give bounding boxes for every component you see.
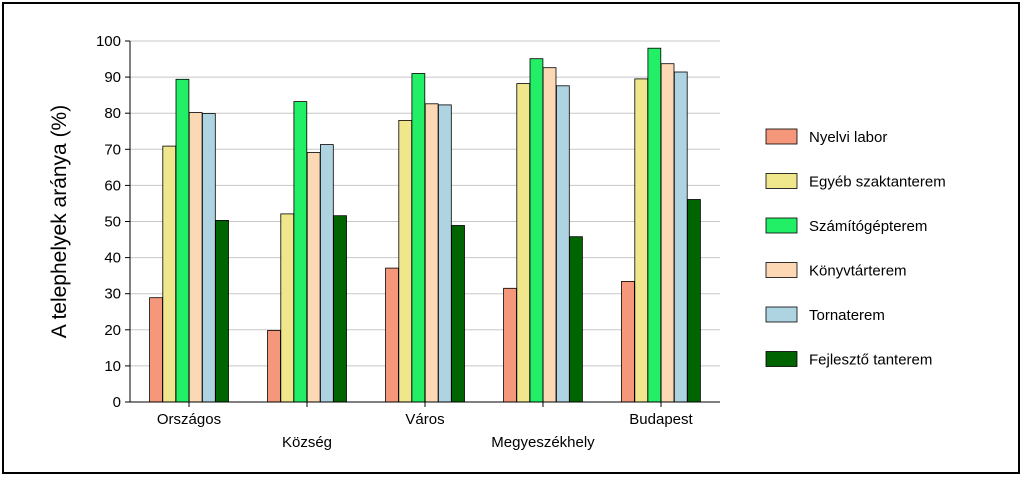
bar bbox=[267, 330, 281, 403]
bar bbox=[451, 225, 465, 403]
y-tick-label: 20 bbox=[104, 322, 121, 339]
bar bbox=[516, 83, 531, 403]
bar bbox=[529, 58, 544, 403]
bar bbox=[647, 47, 662, 403]
y-tick-label: 70 bbox=[104, 141, 121, 158]
bar-chart: 0 10 20 30 40 50 60 70 80 90 100 Országos Község Váro… bbox=[48, 33, 946, 451]
legend-swatch bbox=[765, 351, 798, 367]
legend-label: Könyvtárterem bbox=[809, 263, 907, 280]
legend-label: Tornaterem bbox=[809, 307, 885, 324]
bar-layer bbox=[149, 47, 701, 403]
bar bbox=[398, 120, 413, 403]
bar bbox=[188, 112, 203, 403]
legend-label: Fejlesztő tanterem bbox=[809, 352, 932, 369]
y-tick-label: 90 bbox=[104, 69, 121, 86]
bar bbox=[175, 78, 190, 403]
y-tick-label: 80 bbox=[104, 105, 121, 122]
bar bbox=[411, 73, 426, 403]
bar bbox=[556, 85, 570, 403]
legend: Nyelvi labor Egyéb szaktanterem Számítógép… bbox=[765, 128, 946, 369]
bar bbox=[660, 63, 675, 403]
x-tick-label: Országos bbox=[157, 411, 221, 428]
y-tick-label: 40 bbox=[104, 250, 121, 267]
bar bbox=[385, 267, 399, 403]
legend-swatch bbox=[765, 217, 798, 234]
x-tick-label: Budapest bbox=[629, 411, 693, 428]
bar bbox=[293, 101, 308, 403]
bar bbox=[424, 103, 439, 403]
bar bbox=[634, 78, 649, 403]
y-tick-label: 30 bbox=[104, 286, 121, 303]
y-tick-label: 50 bbox=[104, 214, 121, 231]
bar bbox=[503, 287, 517, 403]
bar bbox=[201, 113, 216, 403]
bar bbox=[319, 144, 334, 403]
x-tick-label: Város bbox=[405, 411, 444, 428]
legend-label: Számítógépterem bbox=[809, 218, 927, 235]
bar bbox=[149, 297, 163, 403]
bar bbox=[621, 280, 635, 403]
y-axis-label: A telephelyek aránya (%) bbox=[48, 105, 71, 338]
bar bbox=[162, 145, 177, 403]
y-tick-label: 0 bbox=[113, 394, 121, 411]
bar bbox=[673, 71, 688, 403]
axis-layer: 0 10 20 30 40 50 60 70 80 90 100 Országos Község Váro… bbox=[96, 33, 720, 451]
x-tick-label: Megyeszékhely bbox=[491, 434, 595, 451]
bar bbox=[215, 219, 229, 403]
y-tick-label: 60 bbox=[104, 177, 121, 194]
x-tick-label: Község bbox=[282, 434, 332, 451]
legend-swatch bbox=[765, 173, 798, 189]
bar bbox=[437, 104, 452, 403]
y-tick-label: 10 bbox=[104, 358, 121, 375]
legend-swatch bbox=[765, 128, 798, 145]
bar bbox=[569, 236, 583, 403]
legend-swatch bbox=[765, 262, 798, 278]
bar bbox=[333, 215, 347, 403]
legend-label: Nyelvi labor bbox=[809, 129, 887, 146]
y-tick-label: 100 bbox=[96, 33, 121, 50]
bar bbox=[280, 213, 295, 403]
legend-label: Egyéb szaktanterem bbox=[809, 174, 946, 191]
legend-swatch bbox=[765, 306, 798, 323]
bar bbox=[306, 152, 321, 403]
bar bbox=[687, 199, 701, 403]
bar bbox=[542, 67, 557, 403]
